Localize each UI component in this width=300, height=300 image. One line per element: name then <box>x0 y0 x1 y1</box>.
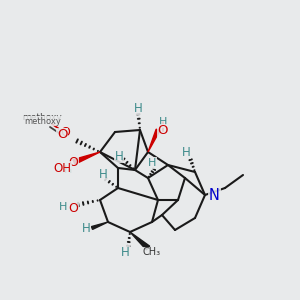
Text: O: O <box>57 128 67 142</box>
Text: O: O <box>68 155 78 169</box>
Text: H: H <box>59 202 67 212</box>
Text: OH: OH <box>53 161 71 175</box>
Polygon shape <box>148 129 160 152</box>
Text: O: O <box>158 124 168 137</box>
Text: CH₃: CH₃ <box>143 247 161 257</box>
Text: H: H <box>115 149 123 163</box>
Text: H: H <box>182 146 190 158</box>
Text: H: H <box>64 165 72 175</box>
Polygon shape <box>73 152 100 164</box>
Text: H: H <box>99 169 107 182</box>
Text: methoxy: methoxy <box>25 116 62 125</box>
Text: methoxy: methoxy <box>22 113 62 122</box>
Text: O: O <box>60 127 70 140</box>
Text: N: N <box>209 188 220 202</box>
Text: H: H <box>148 158 156 168</box>
Text: H: H <box>82 221 90 235</box>
Polygon shape <box>92 222 108 230</box>
Text: O: O <box>68 202 78 214</box>
Text: H: H <box>134 101 142 115</box>
Polygon shape <box>130 232 150 250</box>
Text: H: H <box>159 117 167 127</box>
Text: H: H <box>121 245 129 259</box>
